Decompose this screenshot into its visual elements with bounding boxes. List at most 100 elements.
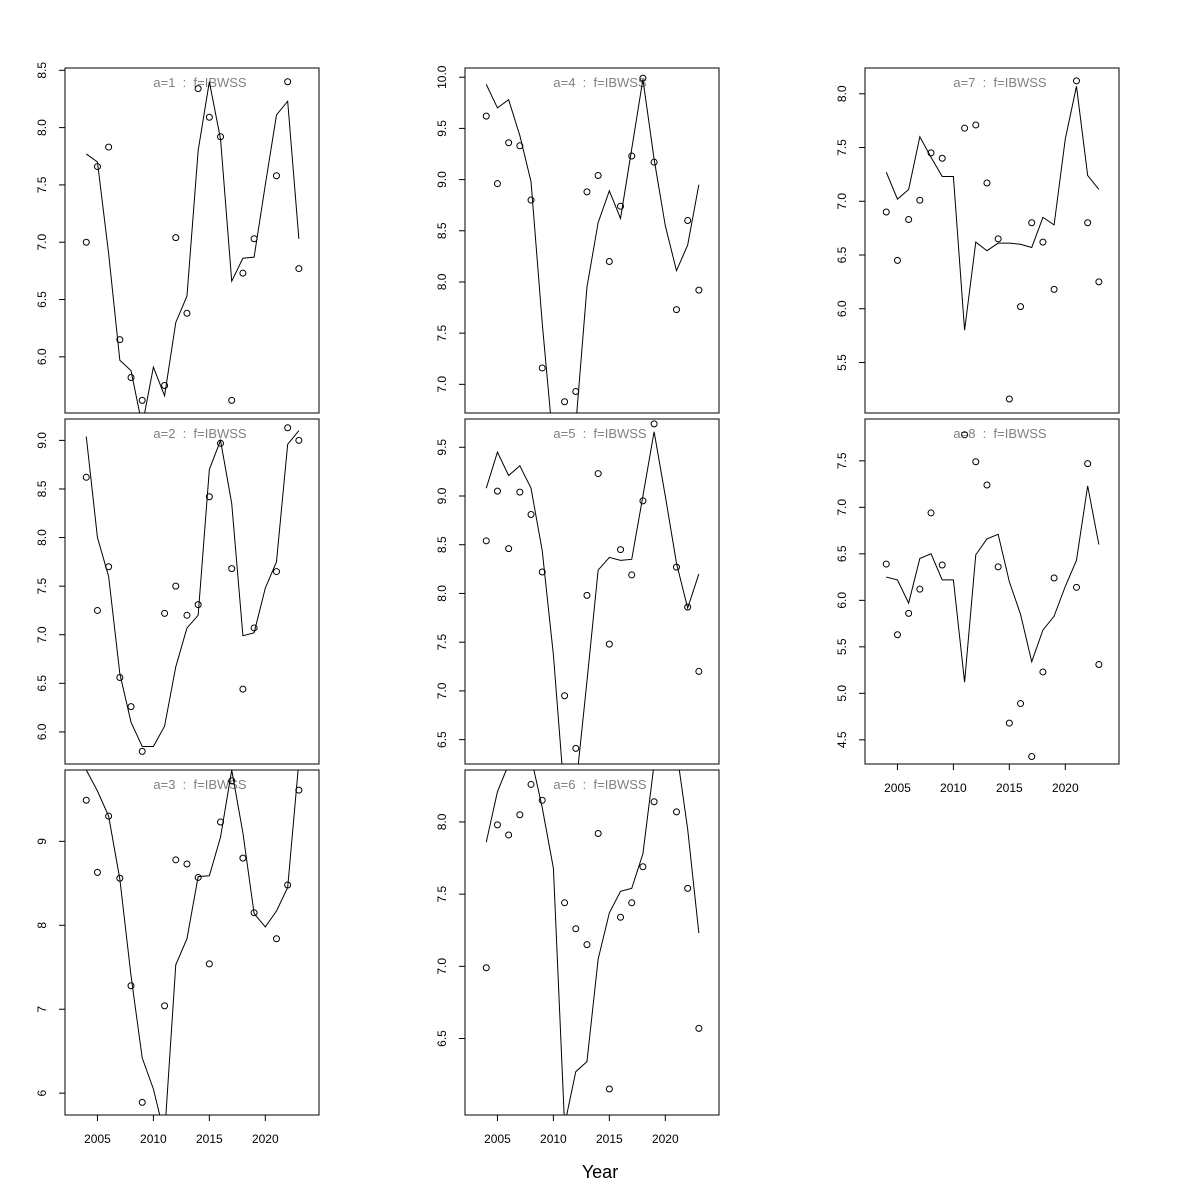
y-tick-label: 5.5 bbox=[835, 638, 849, 655]
y-tick-label: 7.0 bbox=[435, 682, 449, 699]
data-point bbox=[695, 286, 703, 294]
data-point bbox=[284, 881, 292, 889]
data-point bbox=[639, 863, 647, 871]
y-tick-label: 6.5 bbox=[835, 246, 849, 263]
data-point bbox=[916, 196, 924, 204]
data-point bbox=[684, 603, 692, 611]
data-point bbox=[482, 112, 490, 120]
data-point bbox=[194, 601, 202, 609]
data-point bbox=[482, 964, 490, 972]
y-tick-label: 9 bbox=[35, 838, 49, 845]
data-point bbox=[138, 747, 146, 755]
fit-line bbox=[485, 79, 700, 413]
data-point bbox=[161, 381, 169, 389]
data-point bbox=[1039, 668, 1047, 676]
y-tick-label: 7.5 bbox=[35, 577, 49, 594]
fit-line bbox=[85, 770, 299, 1115]
data-point bbox=[572, 925, 580, 933]
data-point bbox=[217, 818, 225, 826]
y-tick-label: 8.5 bbox=[35, 62, 49, 79]
data-point bbox=[583, 188, 591, 196]
y-tick-label: 7.0 bbox=[435, 376, 449, 393]
data-point bbox=[1005, 719, 1013, 727]
y-tick-label: 8.0 bbox=[435, 273, 449, 290]
data-point bbox=[927, 509, 935, 517]
data-point bbox=[105, 563, 113, 571]
data-point bbox=[695, 667, 703, 675]
panel: a=7 : f=IBWSS 5.5 6.0 6.5 7.0 7.5 8.0 bbox=[835, 67, 1120, 414]
panel: a=8 : f=IBWSS 4.5 5.0 5.5 6.0 6.5 7.0 7.5 2005 20… bbox=[835, 418, 1120, 795]
data-point bbox=[605, 1085, 613, 1093]
panel-title: a=8 : f=IBWSS bbox=[953, 426, 1047, 441]
data-point bbox=[639, 497, 647, 505]
data-point bbox=[538, 796, 546, 804]
data-point bbox=[272, 568, 280, 576]
fit-line bbox=[85, 430, 300, 748]
y-tick-label: 7.0 bbox=[835, 193, 849, 210]
plot-frame bbox=[864, 67, 1120, 414]
data-point bbox=[572, 388, 580, 396]
y-tick-label: 9.0 bbox=[435, 171, 449, 188]
panel: a=4 : f=IBWSS 7.0 7.5 8.0 8.5 9.0 9.5 10.0 bbox=[435, 65, 720, 414]
data-point bbox=[516, 142, 524, 150]
data-point bbox=[1028, 219, 1036, 227]
y-tick-label: 4.5 bbox=[835, 731, 849, 748]
data-point bbox=[172, 856, 180, 864]
data-point bbox=[217, 133, 225, 141]
data-point bbox=[650, 420, 658, 428]
panel-title: a=3 : f=IBWSS bbox=[153, 777, 247, 792]
y-tick-label: 6.5 bbox=[435, 731, 449, 748]
data-point bbox=[538, 364, 546, 372]
data-point bbox=[239, 269, 247, 277]
data-point bbox=[617, 546, 625, 554]
data-point bbox=[127, 703, 135, 711]
data-point bbox=[505, 139, 513, 147]
data-point bbox=[628, 152, 636, 160]
y-tick-label: 7.5 bbox=[435, 885, 449, 902]
x-tick-label: 2005 bbox=[84, 1132, 111, 1146]
data-point bbox=[116, 674, 124, 682]
data-point bbox=[93, 868, 101, 876]
panel-title: a=7 : f=IBWSS bbox=[953, 75, 1047, 90]
data-point bbox=[527, 511, 535, 519]
data-point bbox=[672, 808, 680, 816]
data-point bbox=[1005, 395, 1013, 403]
y-tick-label: 8.0 bbox=[35, 529, 49, 546]
panel-title: a=1 : f=IBWSS bbox=[153, 75, 247, 90]
data-point bbox=[882, 560, 890, 568]
data-point bbox=[250, 909, 258, 917]
data-point bbox=[228, 396, 236, 404]
data-point bbox=[295, 436, 303, 444]
data-point bbox=[105, 812, 113, 820]
data-point bbox=[1072, 583, 1080, 591]
data-point bbox=[972, 121, 980, 129]
panel: a=5 : f=IBWSS 6.5 7.0 7.5 8.0 8.5 9.0 9.5 bbox=[435, 418, 720, 765]
plot-frame bbox=[64, 418, 320, 765]
data-point bbox=[272, 172, 280, 180]
data-point bbox=[583, 941, 591, 949]
data-point bbox=[572, 744, 580, 752]
data-point bbox=[228, 777, 236, 785]
x-tick-label: 2010 bbox=[140, 1132, 167, 1146]
data-point bbox=[684, 217, 692, 225]
data-point bbox=[217, 439, 225, 447]
data-point bbox=[505, 831, 513, 839]
data-point bbox=[927, 149, 935, 157]
data-point bbox=[972, 458, 980, 466]
data-point bbox=[1072, 77, 1080, 85]
panel: a=6 : f=IBWSS 6.5 7.0 7.5 8.0 2005 2010 2015 202… bbox=[435, 769, 720, 1146]
y-tick-label: 7.0 bbox=[35, 234, 49, 251]
data-point bbox=[672, 306, 680, 314]
data-point bbox=[127, 982, 135, 990]
data-point bbox=[516, 811, 524, 819]
y-tick-label: 6.5 bbox=[835, 545, 849, 562]
y-tick-label: 9.5 bbox=[435, 120, 449, 137]
data-point bbox=[82, 473, 90, 481]
data-point bbox=[205, 113, 213, 121]
fit-line bbox=[885, 86, 1100, 331]
y-tick-label: 5.5 bbox=[835, 354, 849, 371]
y-tick-label: 8.0 bbox=[835, 85, 849, 102]
data-point bbox=[183, 860, 191, 868]
data-point bbox=[594, 830, 602, 838]
